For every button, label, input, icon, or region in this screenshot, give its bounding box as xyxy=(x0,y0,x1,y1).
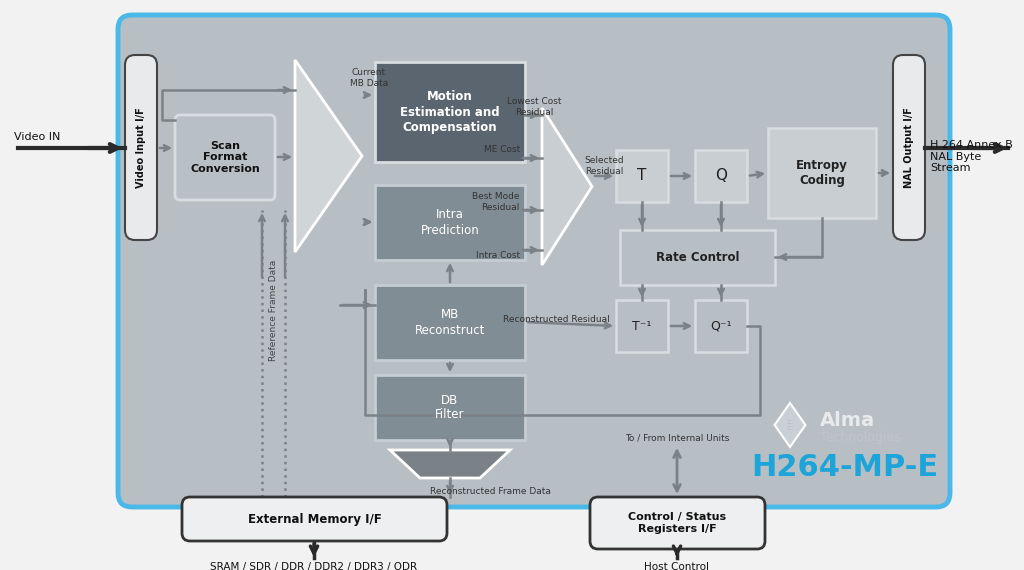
Text: :::
:::: ::: ::: xyxy=(786,418,794,431)
Text: Q: Q xyxy=(715,169,727,184)
Text: H264-MP-E: H264-MP-E xyxy=(752,454,939,482)
Bar xyxy=(768,128,876,218)
FancyBboxPatch shape xyxy=(125,55,157,240)
Text: Reconstructed Residual: Reconstructed Residual xyxy=(503,315,609,324)
Text: Host Control: Host Control xyxy=(644,562,710,570)
FancyBboxPatch shape xyxy=(118,15,950,507)
FancyBboxPatch shape xyxy=(182,497,447,541)
Text: Entropy
Coding: Entropy Coding xyxy=(796,159,848,187)
Text: Video Input I/F: Video Input I/F xyxy=(136,107,146,188)
Text: Selected
Residual: Selected Residual xyxy=(584,156,624,176)
Polygon shape xyxy=(295,60,362,252)
Text: Rate Control: Rate Control xyxy=(655,251,739,264)
Text: Technologies: Technologies xyxy=(820,431,901,445)
Text: Video IN: Video IN xyxy=(14,132,60,142)
FancyBboxPatch shape xyxy=(590,497,765,549)
Text: T⁻¹: T⁻¹ xyxy=(632,320,651,332)
Text: Reference Frame Data: Reference Frame Data xyxy=(269,259,279,361)
Bar xyxy=(616,300,668,352)
Text: DB
Filter: DB Filter xyxy=(435,393,465,421)
Text: To / From Internal Units: To / From Internal Units xyxy=(625,434,729,442)
FancyBboxPatch shape xyxy=(893,55,925,240)
Text: Best Mode
Residual: Best Mode Residual xyxy=(472,192,520,211)
Bar xyxy=(616,150,668,202)
Text: Reconstructed Frame Data: Reconstructed Frame Data xyxy=(429,487,551,495)
Text: External Memory I/F: External Memory I/F xyxy=(248,512,381,526)
Bar xyxy=(375,375,525,440)
Text: Intra
Prediction: Intra Prediction xyxy=(421,209,479,237)
Text: Q⁻¹: Q⁻¹ xyxy=(711,320,732,332)
Text: Current
MB Data: Current MB Data xyxy=(350,68,388,88)
Text: Control / Status
Registers I/F: Control / Status Registers I/F xyxy=(629,512,727,534)
Text: Alma: Alma xyxy=(820,410,876,430)
Bar xyxy=(375,62,525,162)
Text: H.264 Annex B
NAL Byte
Stream: H.264 Annex B NAL Byte Stream xyxy=(930,140,1013,173)
FancyBboxPatch shape xyxy=(175,115,275,200)
Text: Lowest Cost
Residual: Lowest Cost Residual xyxy=(507,97,561,117)
Polygon shape xyxy=(542,108,592,265)
Text: NAL Output I/F: NAL Output I/F xyxy=(904,107,914,188)
Text: ME Cost: ME Cost xyxy=(483,145,520,154)
Text: MB
Reconstruct: MB Reconstruct xyxy=(415,308,485,336)
Text: SRAM / SDR / DDR / DDR2 / DDR3 / QDR
Memory Controller: SRAM / SDR / DDR / DDR2 / DDR3 / QDR Mem… xyxy=(211,562,418,570)
Text: Intra Cost: Intra Cost xyxy=(476,250,520,259)
Polygon shape xyxy=(774,403,806,447)
Polygon shape xyxy=(390,450,510,478)
Bar xyxy=(375,285,525,360)
Bar xyxy=(695,300,746,352)
Bar xyxy=(375,185,525,260)
Bar xyxy=(620,230,775,285)
Text: Motion
Estimation and
Compensation: Motion Estimation and Compensation xyxy=(400,91,500,133)
Text: Scan
Format
Conversion: Scan Format Conversion xyxy=(190,141,260,174)
Text: T: T xyxy=(637,169,647,184)
Bar xyxy=(695,150,746,202)
